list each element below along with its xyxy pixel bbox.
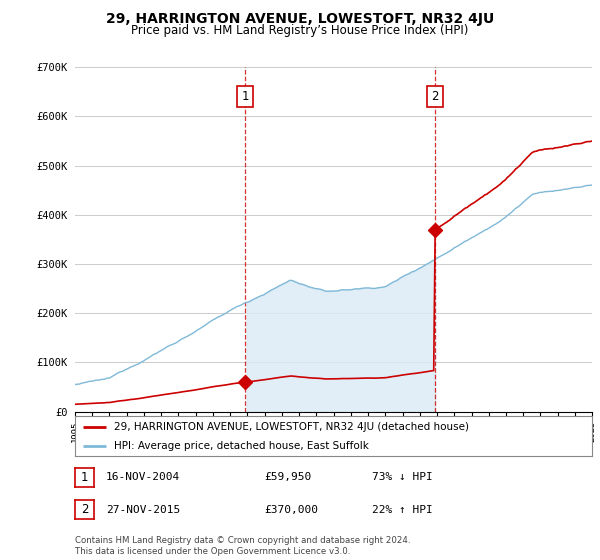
- Text: 73% ↓ HPI: 73% ↓ HPI: [372, 472, 433, 482]
- Text: 1: 1: [242, 90, 249, 103]
- Text: Price paid vs. HM Land Registry’s House Price Index (HPI): Price paid vs. HM Land Registry’s House …: [131, 24, 469, 36]
- Text: HPI: Average price, detached house, East Suffolk: HPI: Average price, detached house, East…: [114, 441, 368, 451]
- Text: 2: 2: [81, 503, 88, 516]
- Text: 27-NOV-2015: 27-NOV-2015: [106, 505, 181, 515]
- Text: £59,950: £59,950: [264, 472, 311, 482]
- Text: 29, HARRINGTON AVENUE, LOWESTOFT, NR32 4JU (detached house): 29, HARRINGTON AVENUE, LOWESTOFT, NR32 4…: [114, 422, 469, 432]
- Text: 16-NOV-2004: 16-NOV-2004: [106, 472, 181, 482]
- Text: 29, HARRINGTON AVENUE, LOWESTOFT, NR32 4JU: 29, HARRINGTON AVENUE, LOWESTOFT, NR32 4…: [106, 12, 494, 26]
- Text: 22% ↑ HPI: 22% ↑ HPI: [372, 505, 433, 515]
- Text: 2: 2: [431, 90, 439, 103]
- Text: £370,000: £370,000: [264, 505, 318, 515]
- Text: 1: 1: [81, 470, 88, 484]
- Text: Contains HM Land Registry data © Crown copyright and database right 2024.
This d: Contains HM Land Registry data © Crown c…: [75, 536, 410, 556]
